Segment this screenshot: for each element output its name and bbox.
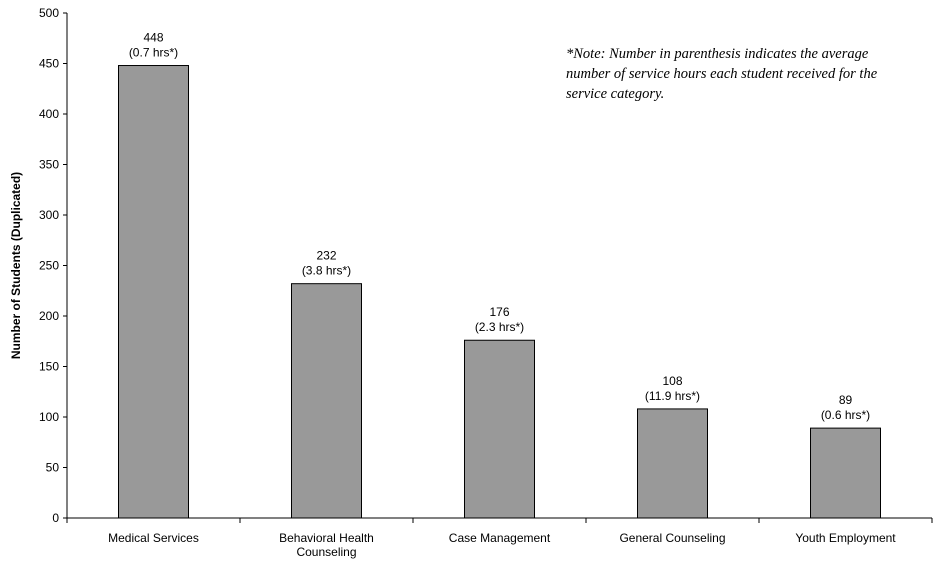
value-label: 176: [489, 305, 509, 319]
y-tick-label: 350: [39, 158, 59, 172]
hours-label: (2.3 hrs*): [475, 320, 524, 334]
x-tick-label: Behavioral Health: [279, 531, 374, 545]
bar: [118, 65, 189, 519]
x-tick-label: General Counseling: [619, 531, 725, 545]
y-tick-label: 100: [39, 410, 59, 424]
x-tick-label: Medical Services: [108, 531, 199, 545]
y-tick-label: 450: [39, 57, 59, 71]
y-tick-label: 150: [39, 360, 59, 374]
bars: [118, 65, 881, 519]
chart-note: *Note: Number in parenthesis indicates t…: [566, 46, 878, 102]
y-tick-label: 0: [52, 511, 59, 525]
value-label: 448: [143, 31, 163, 45]
y-tick-label: 300: [39, 208, 59, 222]
hours-label: (0.6 hrs*): [821, 408, 870, 422]
x-tick-label: Counseling: [296, 545, 356, 559]
hours-label: (3.8 hrs*): [302, 264, 351, 278]
bar: [810, 427, 881, 519]
bar: [464, 339, 535, 519]
y-tick-label: 50: [46, 461, 60, 475]
x-axis: Medical Services Behavioral HealthCounsel…: [66, 517, 933, 559]
x-tick-label: Youth Employment: [795, 531, 896, 545]
bar: [291, 283, 362, 519]
y-tick-label: 400: [39, 107, 59, 121]
y-tick-label: 250: [39, 259, 59, 273]
y-tick-label: 200: [39, 309, 59, 323]
x-tick-label: Case Management: [449, 531, 551, 545]
bar: [637, 408, 708, 519]
hours-label: (0.7 hrs*): [129, 46, 178, 60]
y-axis: 0 50 100 150 200 250 300 350 400 450 500: [39, 6, 68, 525]
y-axis-title: Number of Students (Duplicated): [9, 172, 23, 359]
value-label: 89: [839, 393, 853, 407]
value-label: 232: [316, 249, 336, 263]
hours-label: (11.9 hrs*): [645, 389, 700, 403]
data-labels: 448(0.7 hrs*) 232(3.8 hrs*) 176(2.3 hrs*) 1…: [129, 31, 870, 423]
y-tick-label: 500: [39, 6, 59, 20]
value-label: 108: [662, 374, 682, 388]
